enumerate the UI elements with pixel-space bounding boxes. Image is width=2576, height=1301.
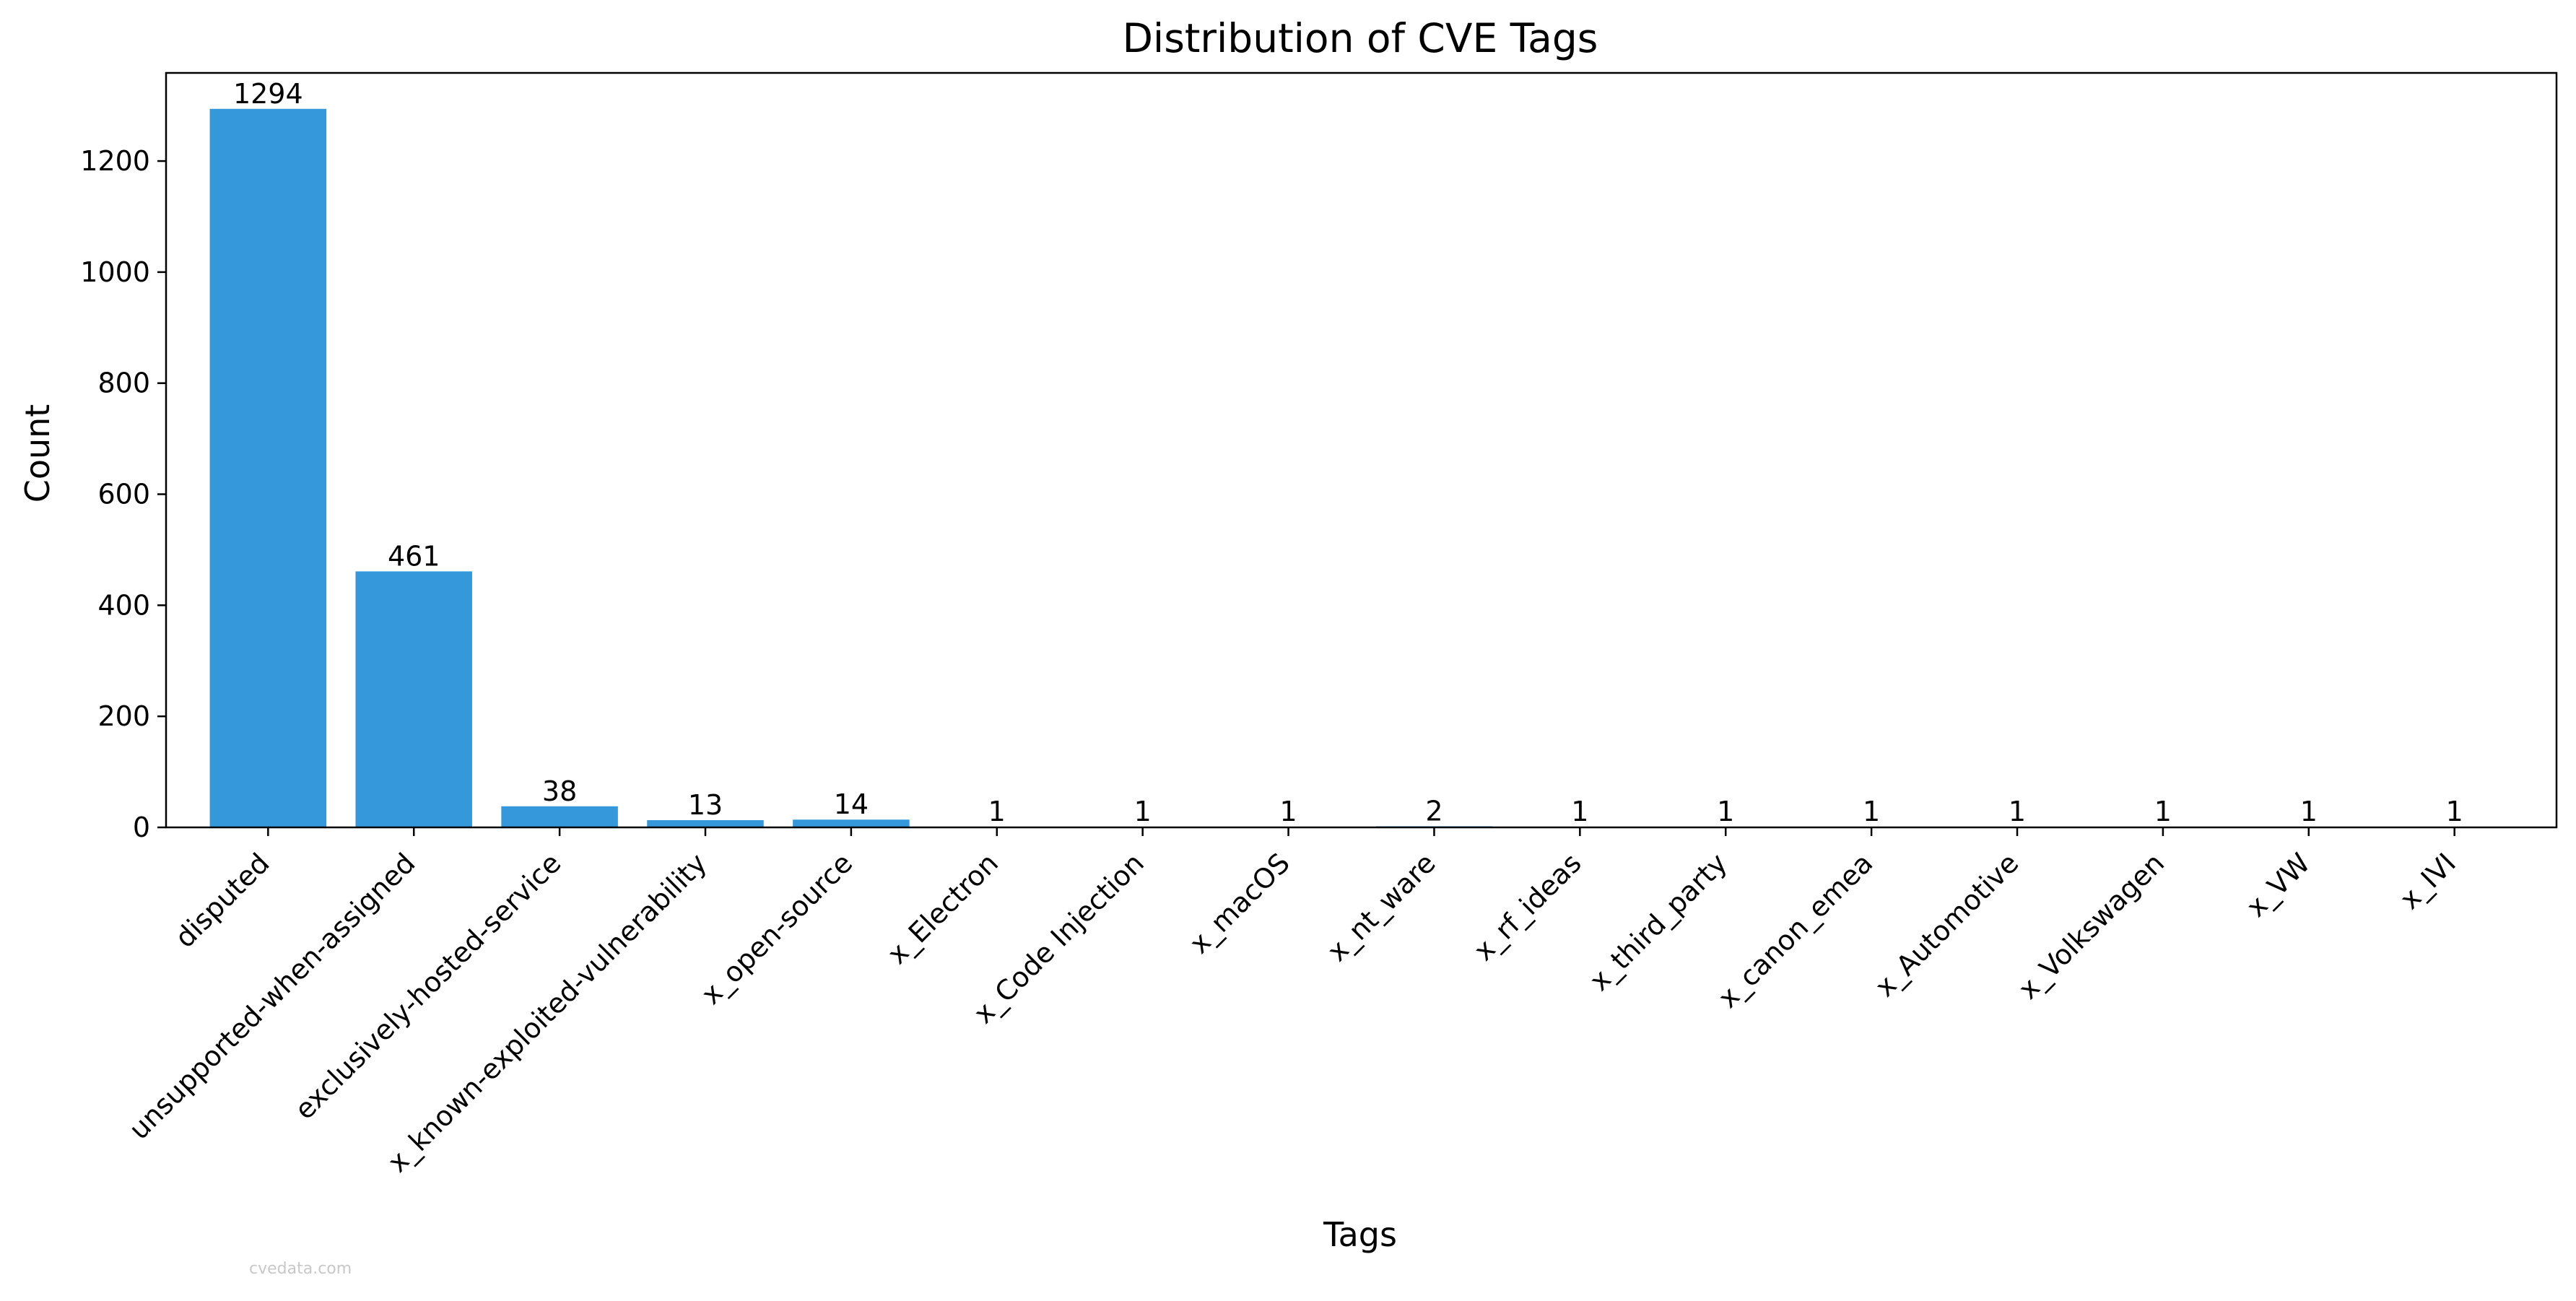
y-tick-label: 200 [97,700,150,732]
y-axis-label: Count [18,404,57,503]
chart-title: Distribution of CVE Tags [1123,15,1598,61]
data-label: 13 [688,789,723,821]
y-tick-label: 0 [133,812,150,843]
x-axis-label: Tags [1323,1215,1397,1254]
data-label: 1 [988,796,1006,827]
plot-frame [165,71,2558,829]
data-label: 1 [1571,796,1588,827]
data-label: 1 [1279,796,1297,827]
data-label: 1 [2009,796,2026,827]
bar [647,820,764,827]
data-label: 461 [388,540,440,572]
data-label: 14 [834,788,869,820]
y-axis: 0 200 400 600 800 1000 1200 [80,145,166,843]
data-label: 1 [1717,796,1734,827]
data-label: 1 [1134,796,1152,827]
y-tick-label: 600 [97,479,150,510]
bar [501,806,618,827]
bar [209,108,327,827]
watermark: cvedata.com [249,1260,352,1278]
data-label: 1 [2154,796,2172,827]
data-label: 1294 [233,78,303,110]
y-tick-label: 400 [97,589,150,621]
y-tick-label: 1000 [80,256,150,288]
data-label: 2 [1425,795,1443,827]
bar-group [209,108,2513,827]
bar [793,819,910,827]
bar [355,571,472,827]
y-tick-label: 800 [97,367,150,399]
data-label: 1 [2446,796,2463,827]
data-label-group: 1294 461 38 13 14 1 1 1 2 1 1 1 1 1 1 1 [233,78,2463,827]
data-label: 38 [542,775,577,807]
y-tick-label: 1200 [80,145,150,177]
data-label: 1 [2300,796,2318,827]
data-label: 1 [1863,796,1880,827]
